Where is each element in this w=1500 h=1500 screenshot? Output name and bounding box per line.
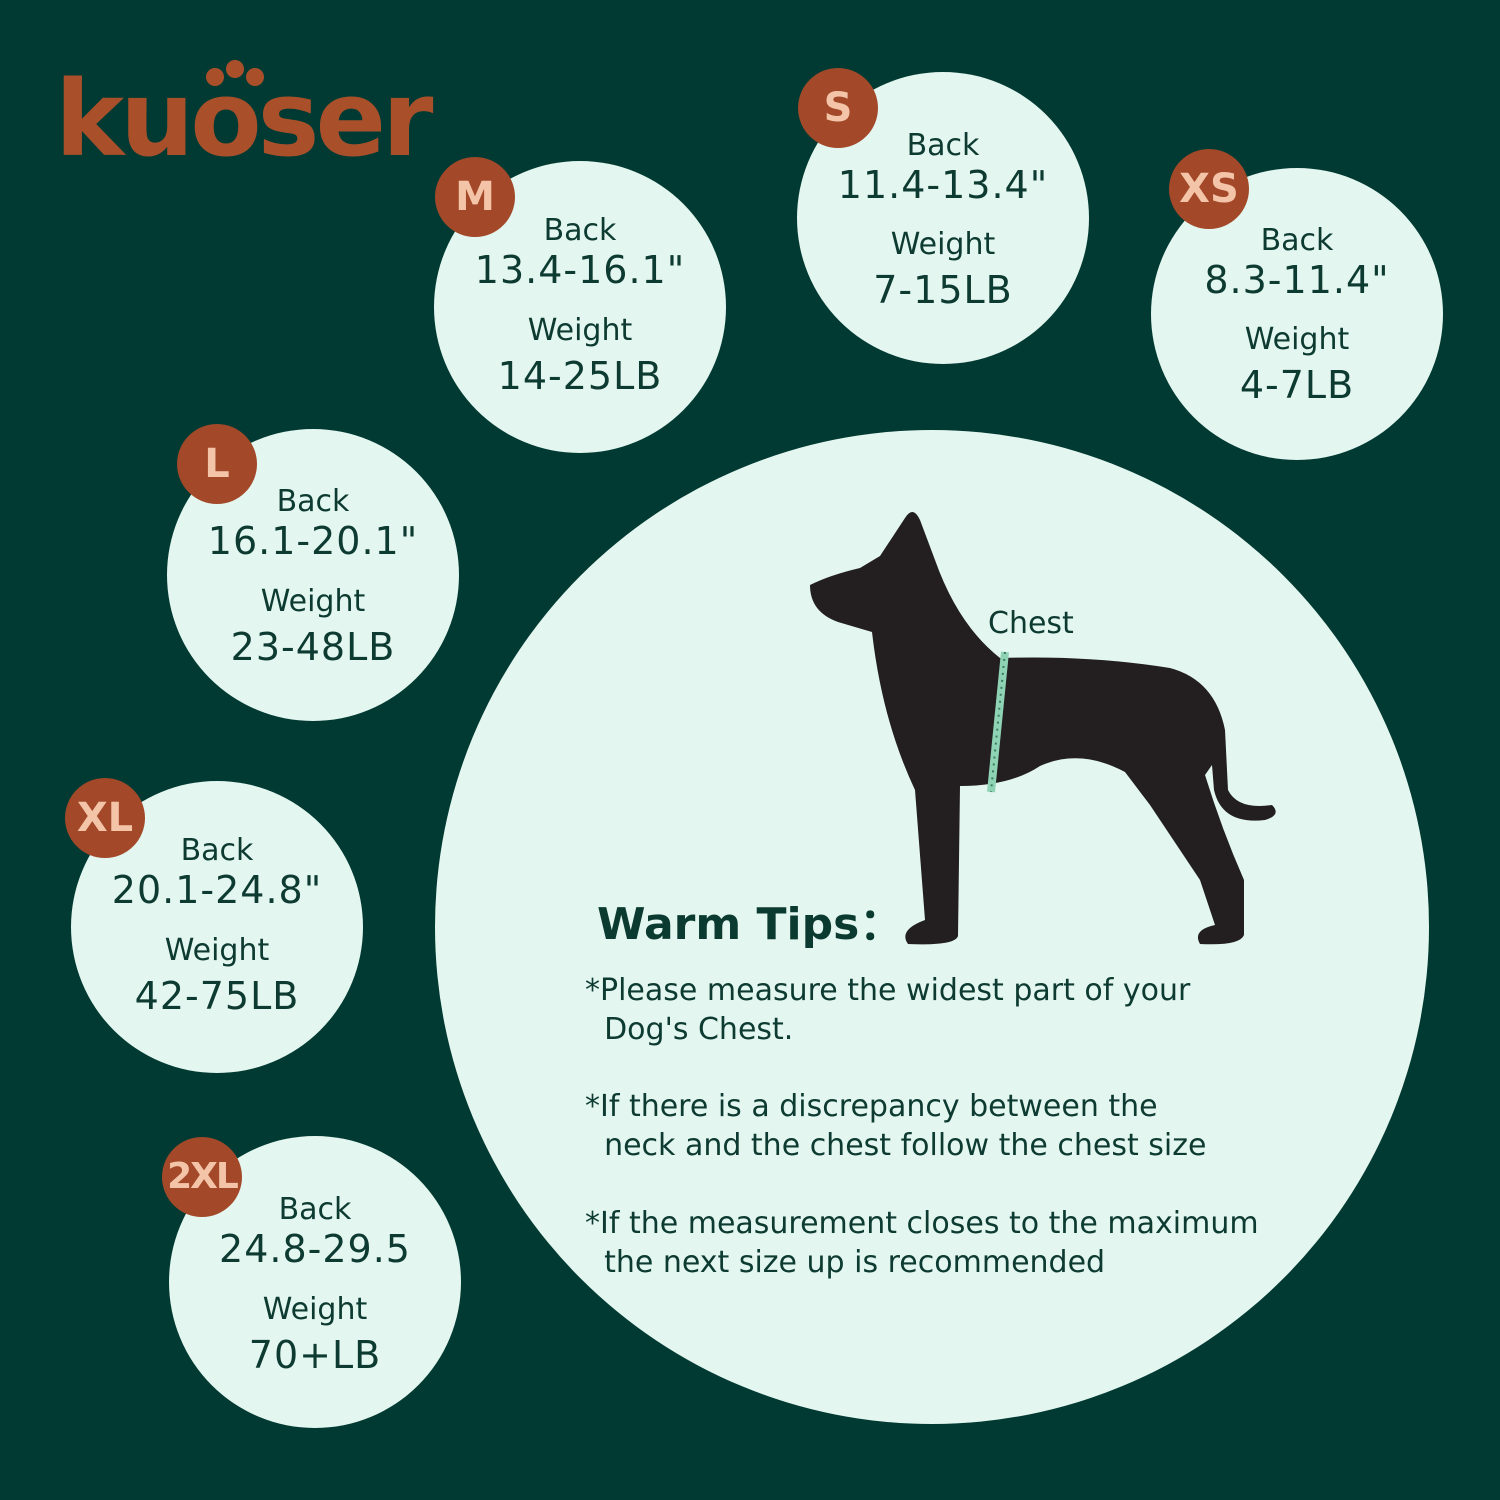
weight-label: Weight xyxy=(1244,322,1350,357)
weight-value: 14-25LB xyxy=(497,354,663,398)
weight-label: Weight xyxy=(260,584,366,619)
back-value: 20.1-24.8" xyxy=(111,868,323,912)
weight-label: Weight xyxy=(262,1292,368,1327)
weight-value: 42-75LB xyxy=(134,974,300,1018)
back-label: Back xyxy=(278,1192,352,1227)
back-label: Back xyxy=(543,213,617,248)
back-value: 16.1-20.1" xyxy=(207,519,419,563)
back-label: Back xyxy=(1260,223,1334,258)
brand-logo: kuoser xyxy=(55,58,437,175)
tips-title: Warm Tips： xyxy=(597,899,904,950)
back-value: 8.3-11.4" xyxy=(1204,258,1390,302)
size-badge-m: M xyxy=(435,157,515,237)
weight-value: 23-48LB xyxy=(230,625,396,669)
tip-item: *If there is a discrepancy between the n… xyxy=(585,1089,1207,1163)
back-label: Back xyxy=(906,128,980,163)
back-label: Back xyxy=(180,833,254,868)
size-card-m: Back 13.4-16.1" Weight 14-25LB xyxy=(434,161,726,453)
weight-value: 4-7LB xyxy=(1239,363,1355,407)
size-card-xs: Back 8.3-11.4" Weight 4-7LB xyxy=(1151,168,1443,460)
weight-value: 7-15LB xyxy=(873,268,1013,312)
tip-item: *Please measure the widest part of your … xyxy=(585,973,1191,1047)
tip-item: *If the measurement closes to the maximu… xyxy=(585,1206,1259,1280)
back-value: 11.4-13.4" xyxy=(837,163,1049,207)
back-value: 13.4-16.1" xyxy=(474,248,686,292)
dog-silhouette-icon xyxy=(810,511,1276,945)
size-badge-l: L xyxy=(177,424,257,504)
weight-label: Weight xyxy=(890,227,996,262)
chest-label: Chest xyxy=(988,606,1074,641)
size-badge-s: S xyxy=(798,68,878,148)
size-badge-xs: XS xyxy=(1169,149,1249,229)
back-label: Back xyxy=(276,484,350,519)
size-badge-2xl: 2XL xyxy=(162,1137,242,1217)
weight-label: Weight xyxy=(164,933,270,968)
weight-label: Weight xyxy=(527,313,633,348)
size-badge-xl: XL xyxy=(65,778,145,858)
weight-value: 70+LB xyxy=(248,1333,382,1377)
back-value: 24.8-29.5 xyxy=(219,1227,411,1271)
